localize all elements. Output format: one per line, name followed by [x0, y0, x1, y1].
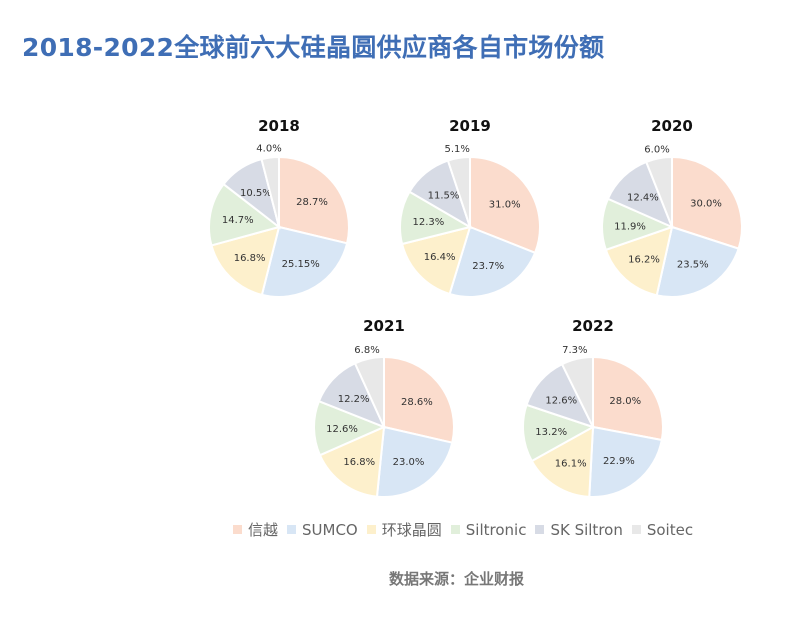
- source-note: 数据来源：企业财报: [389, 570, 525, 588]
- page-title: 2018-2022全球前六大硅晶圆供应商各自市场份额: [22, 33, 605, 62]
- pie-chart-2021: 2021 28.6% 23.0% 16.8% 12.6% 12.2% 6.8%: [314, 317, 474, 512]
- pie-data-label: 16.1%: [555, 459, 587, 470]
- legend-label: SUMCO: [302, 520, 358, 539]
- pie-slice-SUMCO: [375, 425, 454, 499]
- pie-data-label: 28.7%: [296, 197, 328, 208]
- pie-svg-2020: 30.0% 23.5% 16.2% 11.9% 12.4% 6.0%: [602, 144, 743, 298]
- pie-title-2018: 2018: [258, 117, 300, 135]
- legend-label: Soitec: [646, 520, 694, 539]
- legend-item: Siltronic: [450, 520, 527, 539]
- legend-swatch: [631, 525, 641, 534]
- legend-swatch: [287, 525, 297, 534]
- legend-label: SK Siltron: [550, 520, 623, 539]
- pie-slice-信越: [671, 155, 743, 250]
- legend-swatch: [366, 525, 376, 534]
- pie-slice-SUMCO: [655, 225, 740, 298]
- legend-label: 环球晶圆: [381, 521, 442, 539]
- pie-title-2020: 2020: [651, 117, 693, 135]
- pie-data-label: 31.0%: [489, 199, 521, 210]
- pie-data-label: 13.2%: [535, 427, 567, 438]
- pie-data-label: 25.15%: [282, 259, 320, 270]
- legend-item: SK Siltron: [535, 520, 623, 539]
- legend-swatch: [233, 525, 242, 534]
- pie-chart-2019: 2019 31.0% 23.7% 16.4% 12.3% 11.5% 5.1%: [400, 117, 560, 312]
- pie-data-label: 16.8%: [343, 457, 375, 468]
- pie-slice-SUMCO: [260, 225, 349, 298]
- pie-slice-SUMCO: [588, 425, 663, 498]
- pie-slice-环球晶圆: [604, 225, 674, 297]
- pie-data-label: 23.7%: [472, 261, 504, 272]
- pie-slice-Soitec: [560, 355, 594, 428]
- pie-data-label: 16.8%: [234, 253, 266, 264]
- pie-data-label: 12.4%: [627, 193, 659, 204]
- pie-slice-信越: [469, 155, 541, 255]
- pie-title-2022: 2022: [572, 317, 614, 335]
- pie-slice-Soitec: [260, 155, 280, 228]
- legend-item: 信越: [233, 519, 278, 540]
- pie-data-label: 16.4%: [424, 252, 456, 263]
- pie-data-label: 12.6%: [326, 424, 358, 435]
- legend-item: Soitec: [631, 520, 694, 539]
- pie-data-label: 11.5%: [428, 190, 460, 201]
- legend-item: SUMCO: [287, 521, 358, 539]
- legend-label: Siltronic: [465, 520, 527, 539]
- pie-svg-2022: 28.0% 22.9% 16.1% 13.2% 12.6% 7.3%: [523, 345, 664, 498]
- pie-data-label: 23.5%: [677, 260, 709, 271]
- pie-slice-SUMCO: [448, 225, 537, 298]
- pie-slice-环球晶圆: [318, 425, 386, 498]
- pie-title-2019: 2019: [449, 117, 491, 135]
- pie-chart-2020: 2020 30.0% 23.5% 16.2% 11.9% 12.4% 6.0%: [602, 117, 762, 312]
- legend: 信越 SUMCO 环球晶圆 Siltronic SK Siltron Soite…: [233, 519, 702, 540]
- pie-chart-2018: 2018 28.7% 25.15% 16.8% 14.7% 10.5% 4.0%: [209, 117, 369, 312]
- pie-data-label: 23.0%: [393, 457, 425, 468]
- pie-data-label: 4.0%: [256, 144, 281, 155]
- pie-slice-信越: [278, 155, 350, 245]
- pie-slice-Soitec: [644, 155, 673, 228]
- legend-swatch: [535, 525, 545, 534]
- pie-data-label: 28.0%: [609, 396, 641, 407]
- pie-slice-环球晶圆: [210, 225, 281, 297]
- pie-data-label: 22.9%: [603, 456, 635, 467]
- legend-swatch: [450, 525, 460, 534]
- pie-slice-Siltronic: [209, 182, 282, 247]
- pie-data-label: 11.9%: [614, 221, 646, 232]
- pie-data-label: 12.2%: [338, 394, 370, 405]
- pie-data-label: 30.0%: [690, 198, 722, 209]
- pie-title-2021: 2021: [363, 317, 405, 335]
- pie-data-label: 6.8%: [354, 345, 379, 356]
- pie-data-label: 5.1%: [444, 144, 469, 155]
- pie-data-label: 16.2%: [628, 254, 660, 265]
- pie-data-label: 12.6%: [545, 395, 577, 406]
- pie-slice-环球晶圆: [400, 225, 472, 296]
- legend-label: 信越: [248, 521, 279, 539]
- pie-svg-2019: 31.0% 23.7% 16.4% 12.3% 11.5% 5.1%: [400, 144, 541, 298]
- legend-item: 环球晶圆: [366, 519, 442, 540]
- pie-svg-2018: 28.7% 25.15% 16.8% 14.7% 10.5% 4.0%: [209, 144, 350, 298]
- pie-data-label: 14.7%: [222, 215, 254, 226]
- pie-data-label: 6.0%: [644, 144, 669, 155]
- pie-slice-环球晶圆: [530, 425, 595, 498]
- pie-slice-Soitec: [353, 355, 385, 428]
- pie-slice-Soitec: [446, 155, 471, 228]
- pie-slice-信越: [592, 355, 664, 442]
- pie-slice-信越: [383, 355, 455, 444]
- pie-chart-2022: 2022 28.0% 22.9% 16.1% 13.2% 12.6% 7.3%: [523, 317, 683, 512]
- pie-data-label: 28.6%: [401, 397, 433, 408]
- pie-slice-Siltronic: [523, 403, 596, 463]
- pie-data-label: 12.3%: [413, 217, 445, 228]
- pie-data-label: 7.3%: [562, 345, 587, 356]
- pie-svg-2021: 28.6% 23.0% 16.8% 12.6% 12.2% 6.8%: [314, 345, 455, 499]
- pie-data-label: 10.5%: [240, 188, 272, 199]
